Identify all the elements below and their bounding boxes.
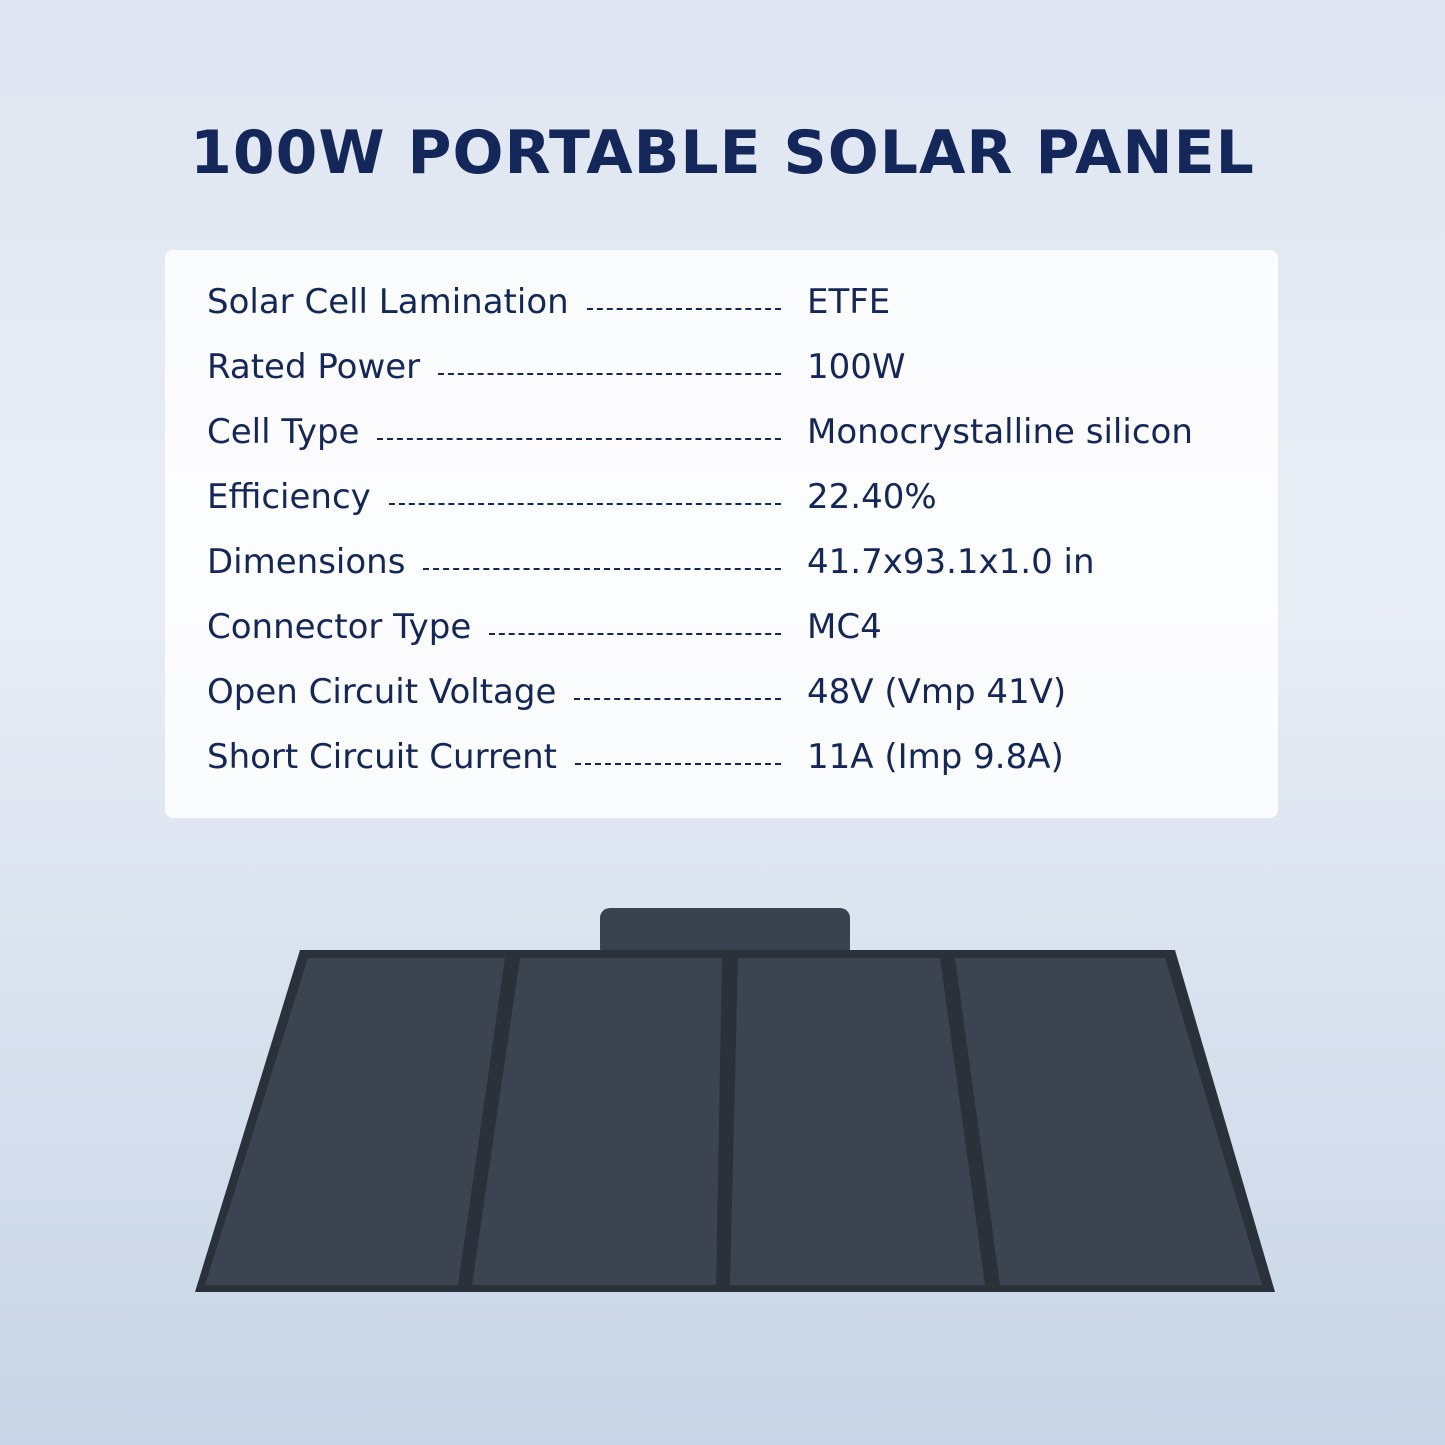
spec-row: Rated Power 100W xyxy=(207,347,1267,397)
spec-row: Solar Cell Lamination ETFE xyxy=(207,282,1267,332)
spec-row: Efficiency 22.40% xyxy=(207,477,1267,527)
spec-value: 48V (Vmp 41V) xyxy=(807,672,1067,712)
leader-line xyxy=(377,438,781,440)
leader-line xyxy=(586,308,781,310)
solar-panel-image xyxy=(195,908,1275,1292)
title: 100W PORTABLE SOLAR PANEL xyxy=(190,118,1255,188)
spec-label: Rated Power xyxy=(207,347,421,387)
spec-label: Short Circuit Current xyxy=(207,737,557,777)
spec-row: Open Circuit Voltage 48V (Vmp 41V) xyxy=(207,672,1267,722)
leader-line xyxy=(388,503,781,505)
spec-card: Solar Cell Lamination ETFE Rated Power 100W… xyxy=(165,250,1278,818)
spec-value: 22.40% xyxy=(807,477,937,517)
leader-line xyxy=(574,698,781,700)
leader-line xyxy=(575,763,781,765)
spec-value: ETFE xyxy=(807,282,891,322)
spec-label: Solar Cell Lamination xyxy=(207,282,569,322)
spec-label: Efficiency xyxy=(207,477,371,517)
leader-line xyxy=(438,373,781,375)
leader-line xyxy=(423,568,781,570)
spec-value: MC4 xyxy=(807,607,882,647)
leader-line xyxy=(489,633,781,635)
spec-row: Dimensions 41.7x93.1x1.0 in xyxy=(207,542,1267,592)
spec-label: Dimensions xyxy=(207,542,406,582)
spec-value: 41.7x93.1x1.0 in xyxy=(807,542,1095,582)
spec-row: Connector Type MC4 xyxy=(207,607,1267,657)
spec-value: Monocrystalline silicon xyxy=(807,412,1193,452)
spec-value: 11A (Imp 9.8A) xyxy=(807,737,1064,777)
spec-label: Connector Type xyxy=(207,607,472,647)
spec-value: 100W xyxy=(807,347,906,387)
spec-row: Cell Type Monocrystalline silicon xyxy=(207,412,1267,462)
spec-label: Open Circuit Voltage xyxy=(207,672,557,712)
spec-row: Short Circuit Current 11A (Imp 9.8A) xyxy=(207,737,1267,787)
spec-label: Cell Type xyxy=(207,412,360,452)
